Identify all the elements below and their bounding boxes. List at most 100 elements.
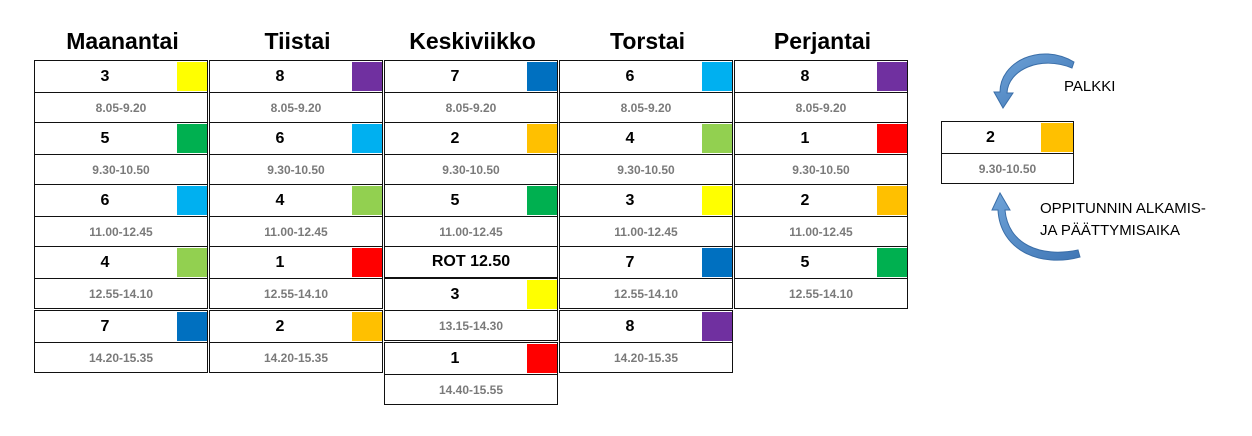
lesson-number: 3	[625, 192, 635, 209]
lesson-number: 5	[450, 192, 460, 209]
lesson-time: 9.30-10.50	[792, 163, 850, 177]
lesson-cell: 2 14.20-15.35	[209, 310, 383, 373]
color-swatch	[527, 62, 557, 91]
lesson-number: 8	[275, 68, 285, 85]
lesson-number: 3	[100, 68, 110, 85]
cell-divider	[35, 278, 207, 279]
lesson-number: 2	[450, 130, 460, 147]
lesson-number: 8	[625, 318, 635, 335]
lesson-number: 6	[100, 192, 110, 209]
lesson-cell: 1 14.40-15.55	[384, 342, 558, 405]
lesson-cell: 5 9.30-10.50	[34, 122, 208, 185]
color-swatch	[352, 62, 382, 91]
lesson-number: 1	[275, 254, 285, 271]
color-swatch	[877, 62, 907, 91]
color-swatch	[702, 124, 732, 153]
color-swatch	[702, 186, 732, 215]
lesson-cell: 2 9.30-10.50	[384, 122, 558, 185]
palkki-label: PALKKI	[1064, 78, 1116, 95]
day-header-maanantai: Maanantai	[66, 28, 179, 54]
color-swatch	[877, 186, 907, 215]
cell-divider	[35, 342, 207, 343]
lesson-number: 5	[800, 254, 810, 271]
color-swatch	[877, 248, 907, 277]
lesson-number: 4	[100, 254, 110, 271]
lesson-cell: 5 11.00-12.45	[384, 184, 558, 247]
cell-divider	[210, 92, 382, 93]
lesson-time: 8.05-9.20	[270, 101, 322, 115]
lesson-number: 5	[100, 130, 110, 147]
cell-divider	[735, 92, 907, 93]
lesson-time: 9.30-10.50	[267, 163, 325, 177]
cell-divider	[210, 342, 382, 343]
arrow-to-palkki-icon	[993, 53, 1075, 109]
lesson-number: 6	[625, 68, 635, 85]
lesson-time: 8.05-9.20	[95, 101, 147, 115]
color-swatch	[352, 312, 382, 341]
lesson-number: 7	[450, 68, 460, 85]
color-swatch	[527, 344, 557, 373]
day-header-perjantai: Perjantai	[773, 28, 872, 54]
color-swatch	[877, 124, 907, 153]
lesson-time: 12.55-14.10	[613, 287, 679, 301]
lesson-cell: 8 8.05-9.20	[734, 60, 908, 123]
color-swatch	[527, 124, 557, 153]
color-swatch	[177, 124, 207, 153]
lesson-number: 3	[450, 286, 460, 303]
color-swatch	[177, 186, 207, 215]
lesson-time: 11.00-12.45	[89, 225, 153, 239]
cell-divider	[385, 310, 557, 311]
lesson-cell: 2 11.00-12.45	[734, 184, 908, 247]
lesson-time: 11.00-12.45	[614, 225, 678, 239]
cell-divider	[560, 216, 732, 217]
lesson-number: 1	[450, 350, 460, 367]
cell-divider	[210, 278, 382, 279]
color-swatch	[352, 186, 382, 215]
cell-divider	[385, 216, 557, 217]
lesson-number: 2	[800, 192, 810, 209]
cell-divider	[385, 374, 557, 375]
lesson-number: 7	[625, 254, 635, 271]
color-swatch	[352, 248, 382, 277]
cell-divider	[735, 278, 907, 279]
lesson-time: 11.00-12.45	[439, 225, 503, 239]
cell-divider	[735, 154, 907, 155]
lesson-cell: 3 8.05-9.20	[34, 60, 208, 123]
legend-example-swatch	[1041, 123, 1073, 152]
rot-cell: ROT 12.50	[384, 246, 558, 278]
day-header-torstai: Torstai	[610, 28, 685, 54]
cell-divider	[735, 216, 907, 217]
time-annotation-line1: OPPITUNNIN ALKAMIS-	[1040, 200, 1206, 217]
cell-divider	[35, 92, 207, 93]
color-swatch	[702, 312, 732, 341]
lesson-number: 7	[100, 318, 110, 335]
lesson-number: 4	[625, 130, 635, 147]
cell-divider	[35, 154, 207, 155]
lesson-cell: 5 12.55-14.10	[734, 246, 908, 309]
lesson-number: 2	[275, 318, 285, 335]
lesson-cell: 8 8.05-9.20	[209, 60, 383, 123]
lesson-time: 8.05-9.20	[795, 101, 847, 115]
color-swatch	[702, 62, 732, 91]
lesson-time: 8.05-9.20	[620, 101, 672, 115]
lesson-time: 12.55-14.10	[788, 287, 854, 301]
lesson-cell: 4 9.30-10.50	[559, 122, 733, 185]
lesson-time: 8.05-9.20	[445, 101, 497, 115]
lesson-cell: 6 11.00-12.45	[34, 184, 208, 247]
lesson-time: 9.30-10.50	[442, 163, 500, 177]
lesson-time: 11.00-12.45	[789, 225, 853, 239]
cell-divider	[210, 154, 382, 155]
cell-divider	[560, 154, 732, 155]
color-swatch	[352, 124, 382, 153]
day-header-tiistai: Tiistai	[264, 28, 331, 54]
lesson-time: 14.20-15.35	[88, 351, 154, 365]
cell-divider	[560, 342, 732, 343]
lesson-number: 6	[275, 130, 285, 147]
cell-divider	[210, 216, 382, 217]
color-swatch	[177, 62, 207, 91]
lesson-time: 14.20-15.35	[613, 351, 679, 365]
lesson-cell: 7 8.05-9.20	[384, 60, 558, 123]
lesson-number: 8	[800, 68, 810, 85]
lesson-number: 4	[275, 192, 285, 209]
